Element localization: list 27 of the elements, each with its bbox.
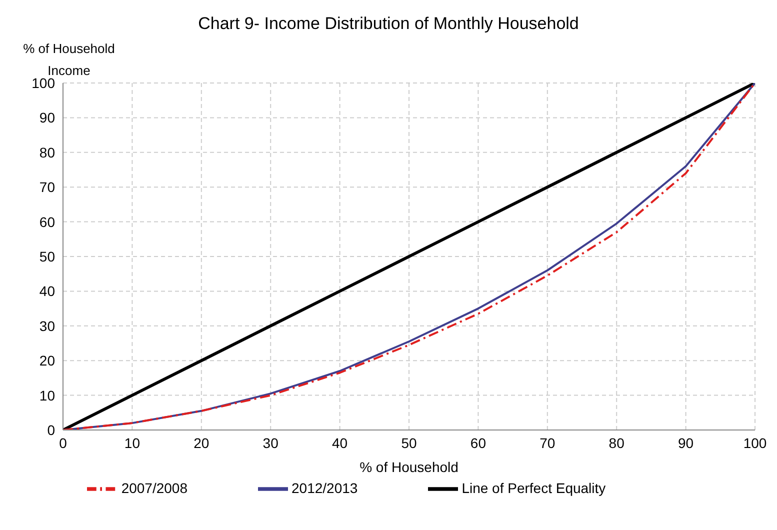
- x-tick-label: 90: [678, 434, 694, 451]
- chart-title: Chart 9- Income Distribution of Monthly Household: [197, 13, 580, 35]
- y-tick-label: 80: [39, 144, 56, 160]
- y-tick-label: 40: [39, 283, 56, 300]
- x-tick-label: 70: [540, 434, 556, 451]
- x-tick-label: 60: [470, 434, 486, 451]
- y-tick-label: 90: [39, 110, 56, 126]
- x-axis-title: % of Household: [360, 459, 458, 475]
- legend-label: 2012/2013: [292, 480, 358, 496]
- x-tick-label: 30: [262, 434, 279, 451]
- x-tick-label: 20: [194, 434, 210, 451]
- x-tick-label: 40: [332, 434, 348, 451]
- line-series: [63, 83, 755, 430]
- x-tick-label: 10: [124, 434, 140, 451]
- x-tick-label: 50: [401, 434, 417, 451]
- y-tick-label: 0: [47, 422, 56, 438]
- y-tick-label: 60: [39, 214, 56, 230]
- y-tick-label: 30: [39, 318, 56, 334]
- y-tick-label: 70: [39, 179, 56, 196]
- legend-label: Line of Perfect Equality: [462, 480, 606, 496]
- y-tick-label: 10: [39, 387, 56, 404]
- legend-label: 2007/2008: [121, 480, 188, 496]
- x-tick-label: 0: [59, 434, 68, 451]
- y-tick-label: 50: [39, 248, 56, 264]
- x-tick-label: 100: [743, 434, 767, 451]
- y-tick-label: 20: [39, 352, 56, 369]
- x-tick-label: 80: [608, 434, 625, 451]
